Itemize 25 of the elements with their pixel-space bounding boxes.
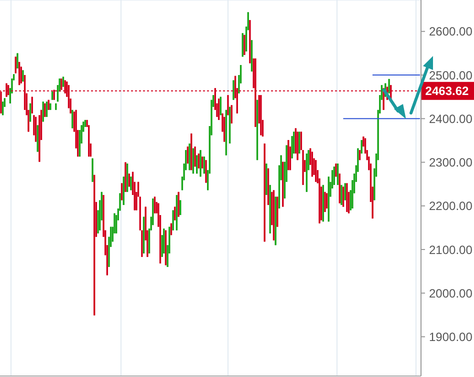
candlestick — [130, 176, 132, 191]
ref-line-label: 2463.62 — [425, 84, 470, 98]
candlestick — [227, 94, 229, 116]
candlestick — [342, 186, 344, 208]
candlestick — [20, 66, 22, 84]
candlestick — [335, 163, 337, 178]
y-tick-label: 2000.00 — [429, 286, 473, 300]
candlestick — [92, 158, 94, 182]
y-tick-label: 2200.00 — [429, 199, 473, 214]
candlestick — [44, 102, 46, 118]
y-tick-label: 2100.00 — [429, 242, 473, 257]
candlestick — [388, 78, 390, 94]
candlestick — [291, 136, 293, 159]
candlestick — [202, 156, 204, 169]
y-tick-label: 2400.00 — [429, 112, 473, 126]
y-tick-label: 2300.00 — [429, 156, 473, 170]
y-tick-label: 1900.00 — [429, 330, 473, 344]
candlestick — [244, 34, 246, 56]
y-tick-label: 2500.00 — [429, 68, 473, 82]
candlestick — [232, 80, 234, 100]
candlestick — [14, 56, 16, 74]
y-tick-label: 2600.00 — [429, 24, 473, 39]
candlestick — [16, 52, 18, 69]
candlestick — [194, 146, 196, 168]
candlestick — [154, 196, 156, 214]
